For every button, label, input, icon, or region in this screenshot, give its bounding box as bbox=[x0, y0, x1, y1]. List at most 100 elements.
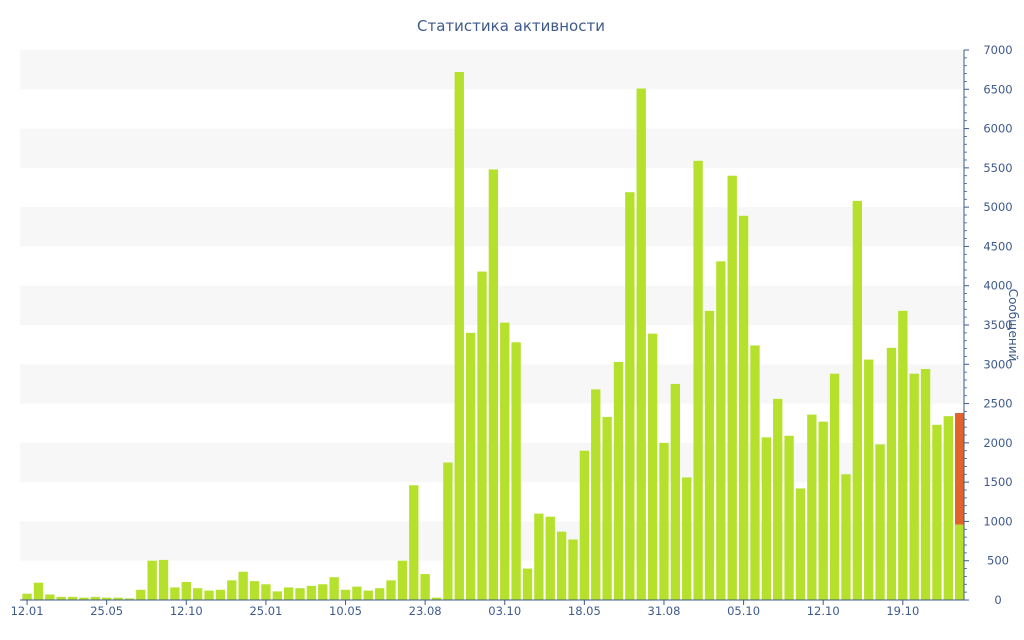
bar bbox=[613, 361, 624, 600]
bar bbox=[443, 462, 453, 600]
bar bbox=[716, 261, 726, 600]
bar bbox=[545, 516, 555, 600]
bar bbox=[340, 589, 351, 600]
y-tick-label: 500 bbox=[987, 554, 1009, 568]
y-tick-label: 4000 bbox=[983, 279, 1012, 293]
x-tick-label: 12.10 bbox=[170, 604, 203, 618]
bar bbox=[158, 559, 169, 600]
bar bbox=[79, 597, 89, 600]
y-tick-label: 5000 bbox=[983, 200, 1012, 214]
x-axis: 12.01 25.05 12.10 25.01 10.05 23.08 03.10 18.05… bbox=[11, 599, 964, 618]
bar bbox=[659, 442, 669, 600]
bar bbox=[943, 416, 953, 600]
y-axis-label: Сообщений bbox=[1006, 289, 1020, 362]
bar bbox=[147, 560, 157, 600]
bar bbox=[682, 477, 692, 600]
bar bbox=[852, 200, 862, 600]
bar bbox=[454, 72, 464, 600]
bar bbox=[249, 581, 260, 600]
bar bbox=[420, 574, 430, 600]
bar bbox=[704, 310, 715, 600]
bar bbox=[864, 359, 874, 600]
bar bbox=[534, 513, 544, 600]
bar-highlight bbox=[955, 413, 965, 525]
bar bbox=[932, 424, 942, 600]
bar bbox=[181, 581, 191, 600]
y-tick-label: 0 bbox=[994, 593, 1001, 607]
bar bbox=[602, 416, 612, 600]
bar bbox=[386, 580, 396, 600]
bar bbox=[727, 175, 737, 600]
bar bbox=[522, 568, 533, 600]
y-tick-label: 4500 bbox=[983, 239, 1012, 253]
x-tick-label: 12.10 bbox=[807, 604, 840, 618]
bar bbox=[647, 333, 658, 600]
bar bbox=[318, 584, 328, 600]
y-tick-label: 2000 bbox=[983, 436, 1012, 450]
bar bbox=[329, 577, 339, 600]
bar bbox=[113, 597, 123, 600]
bar bbox=[22, 593, 32, 600]
bar bbox=[955, 524, 965, 600]
bar bbox=[818, 421, 828, 600]
y-tick-label: 3000 bbox=[983, 357, 1012, 371]
x-tick-label: 10.05 bbox=[329, 604, 362, 618]
bar bbox=[465, 332, 476, 600]
y-tick-label: 6500 bbox=[983, 82, 1012, 96]
bar bbox=[579, 450, 590, 600]
bar bbox=[67, 596, 78, 600]
x-tick-label: 25.01 bbox=[249, 604, 282, 618]
bar bbox=[511, 342, 521, 600]
bar bbox=[477, 271, 487, 600]
bar bbox=[204, 590, 214, 600]
y-axis: 0 500 1000 1500 2000 2500 3000 3500 4000 4500 5000… bbox=[963, 43, 1013, 607]
bar bbox=[193, 588, 203, 600]
bar bbox=[693, 160, 703, 601]
bar bbox=[750, 345, 760, 600]
bar bbox=[500, 322, 510, 600]
bar bbox=[773, 398, 783, 600]
chart-title: Статистика активности bbox=[417, 17, 605, 35]
y-tick-label: 1500 bbox=[983, 475, 1012, 489]
bar bbox=[227, 580, 237, 600]
bar bbox=[636, 88, 646, 600]
bar bbox=[488, 169, 499, 600]
bar bbox=[170, 587, 180, 600]
bar bbox=[90, 596, 100, 600]
bar bbox=[761, 437, 772, 600]
bar bbox=[215, 589, 226, 600]
bar bbox=[352, 586, 362, 600]
x-tick-label: 18.05 bbox=[568, 604, 601, 618]
x-tick-label: 12.01 bbox=[11, 604, 44, 618]
bar bbox=[795, 488, 806, 600]
x-tick-label: 05.10 bbox=[727, 604, 760, 618]
bar bbox=[102, 597, 112, 600]
bar bbox=[261, 584, 271, 600]
y-tick-label: 7000 bbox=[983, 43, 1012, 57]
bar bbox=[829, 373, 840, 600]
bar bbox=[556, 531, 567, 600]
x-tick-label: 31.08 bbox=[648, 604, 681, 618]
bar bbox=[56, 596, 66, 600]
y-tick-label: 5500 bbox=[983, 161, 1012, 175]
bar bbox=[374, 588, 385, 600]
bar bbox=[920, 369, 931, 600]
bar bbox=[45, 594, 55, 600]
bar bbox=[283, 587, 294, 600]
bar bbox=[807, 414, 817, 600]
bar bbox=[295, 588, 305, 600]
bar bbox=[363, 590, 373, 600]
bar bbox=[124, 598, 135, 600]
bar bbox=[33, 582, 44, 600]
bar bbox=[841, 474, 851, 600]
x-tick-label: 19.10 bbox=[886, 604, 919, 618]
grid-band bbox=[20, 50, 964, 90]
bar bbox=[670, 383, 681, 600]
y-tick-label: 2500 bbox=[983, 397, 1012, 411]
bar bbox=[397, 560, 408, 600]
grid-band bbox=[20, 128, 964, 168]
bar bbox=[738, 215, 749, 601]
y-tick-label: 6000 bbox=[983, 122, 1012, 136]
x-tick-label: 23.08 bbox=[409, 604, 442, 618]
